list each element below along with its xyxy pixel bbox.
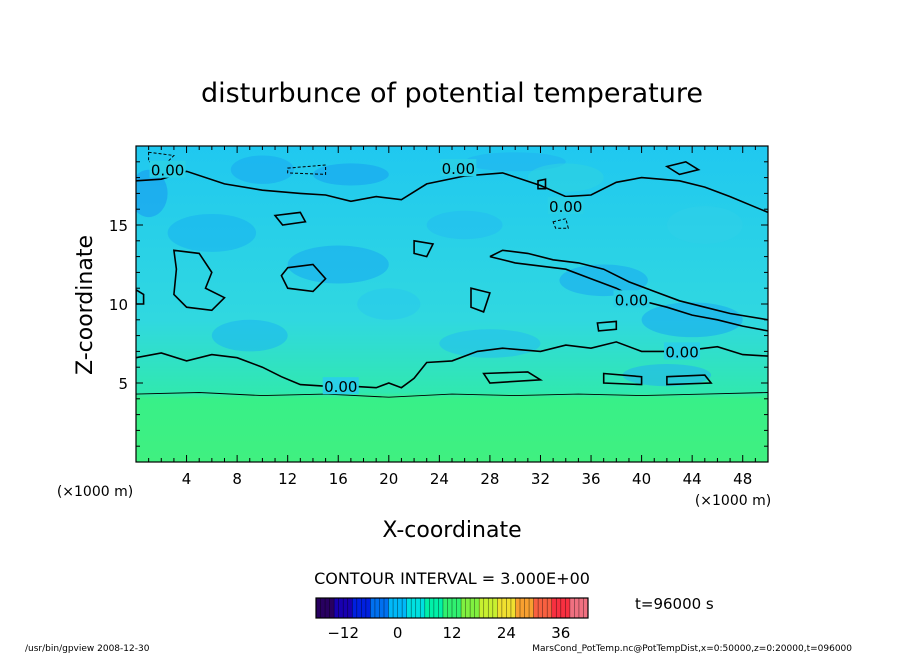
field-patch — [287, 245, 389, 284]
y-tick-label: 10 — [109, 296, 128, 314]
field-patch — [439, 329, 541, 358]
footer-right: MarsCond_PotTemp.nc@PotTempDist,x=0:5000… — [532, 644, 852, 654]
x-tick-label: 8 — [232, 470, 242, 488]
y-tick-label: 15 — [109, 217, 128, 235]
contour-line-lower — [136, 392, 768, 398]
time-label: t=96000 s — [635, 595, 714, 613]
colorbar-tick-label: 12 — [442, 624, 461, 642]
contour-label-bg — [149, 160, 186, 178]
footer-left: /usr/bin/gpview 2008-12-30 — [25, 644, 150, 654]
contour-loop — [172, 249, 226, 312]
field-patch — [464, 152, 566, 172]
x-tick-label: 16 — [329, 470, 348, 488]
contour-label-bg — [547, 197, 584, 215]
field-background — [136, 146, 768, 462]
x-tick-label: 4 — [182, 470, 192, 488]
x-tick-label: 32 — [531, 470, 550, 488]
colorbar-tick-label: 36 — [551, 624, 570, 642]
x-axis-ticks: 4 8 12 16 20 24 28 32 36 40 44 48 — [148, 146, 756, 488]
plot-area — [136, 146, 768, 462]
colorbar-tick-label: 0 — [393, 624, 403, 642]
contour-loop-negative — [287, 164, 327, 175]
contour-line — [136, 341, 768, 389]
contour-label: 0.00 — [615, 291, 648, 309]
field-patch — [230, 155, 294, 184]
y-axis-ticks: 5 10 15 — [109, 161, 768, 447]
contour-label-bg — [322, 377, 359, 395]
x-tick-label: 36 — [581, 470, 600, 488]
field-patch — [357, 288, 421, 320]
contour-label: 0.00 — [665, 343, 698, 361]
contour-label-bg — [613, 290, 650, 308]
contour-loop — [664, 160, 701, 176]
field-patch — [426, 210, 503, 240]
x-tick-label: 40 — [632, 470, 651, 488]
field-patch — [666, 206, 743, 244]
colorbar — [315, 597, 589, 619]
contour-loop — [273, 211, 307, 226]
x-axis-label: X-coordinate — [382, 518, 521, 543]
colorbar-ticks: −12 0 12 24 36 — [327, 624, 570, 642]
colorbar-tick-label: −12 — [327, 624, 359, 642]
field-patch — [167, 213, 257, 252]
y-tick-label: 5 — [118, 375, 128, 393]
field-patch — [211, 319, 288, 352]
contour-label-bg — [664, 342, 701, 360]
contour-label-bg — [440, 159, 477, 177]
contour-loop — [413, 239, 435, 258]
contour-loop-negative — [552, 218, 569, 229]
field-patch — [527, 163, 604, 192]
field-patches — [136, 152, 743, 387]
contour-loop — [666, 374, 713, 386]
contour-label: 0.00 — [549, 198, 582, 216]
x-tick-label: 20 — [379, 470, 398, 488]
chart-title: disturbunce of potential temperature — [201, 78, 703, 109]
contour-label: 0.00 — [324, 378, 357, 396]
contour-loop — [470, 287, 491, 313]
x-tick-label: 28 — [480, 470, 499, 488]
x-tick-label: 44 — [683, 470, 702, 488]
contour-interval-text: CONTOUR INTERVAL = 3.000E+00 — [314, 569, 590, 588]
contour-loop — [602, 372, 643, 386]
contour-loop — [280, 263, 327, 293]
contour-line — [136, 170, 768, 214]
contour-labels: 0.00 0.00 0.00 0.00 0.00 0.00 — [149, 159, 701, 396]
field-patch — [641, 302, 743, 338]
contour-loop — [482, 371, 544, 384]
contour-label: 0.00 — [151, 162, 184, 180]
contour-line — [489, 249, 768, 321]
field-patch — [559, 264, 648, 297]
x-unit-label-left: (×1000 m) — [57, 484, 133, 500]
colorbar-tick-label: 24 — [497, 624, 516, 642]
x-unit-label-right: (×1000 m) — [695, 493, 771, 509]
contour-loop — [596, 320, 618, 332]
x-tick-label: 24 — [430, 470, 449, 488]
contour-loop — [136, 288, 145, 305]
contour-label: 0.00 — [442, 160, 475, 178]
contour-loop-negative — [148, 151, 175, 163]
colorbar-frame — [315, 597, 589, 619]
field-patch — [622, 364, 712, 387]
y-axis-label: Z-coordinate — [73, 235, 98, 375]
field-patch — [136, 169, 168, 218]
field-patch — [312, 163, 389, 186]
x-tick-label: 12 — [278, 470, 297, 488]
x-tick-label: 48 — [733, 470, 752, 488]
contour-loop — [537, 178, 547, 190]
